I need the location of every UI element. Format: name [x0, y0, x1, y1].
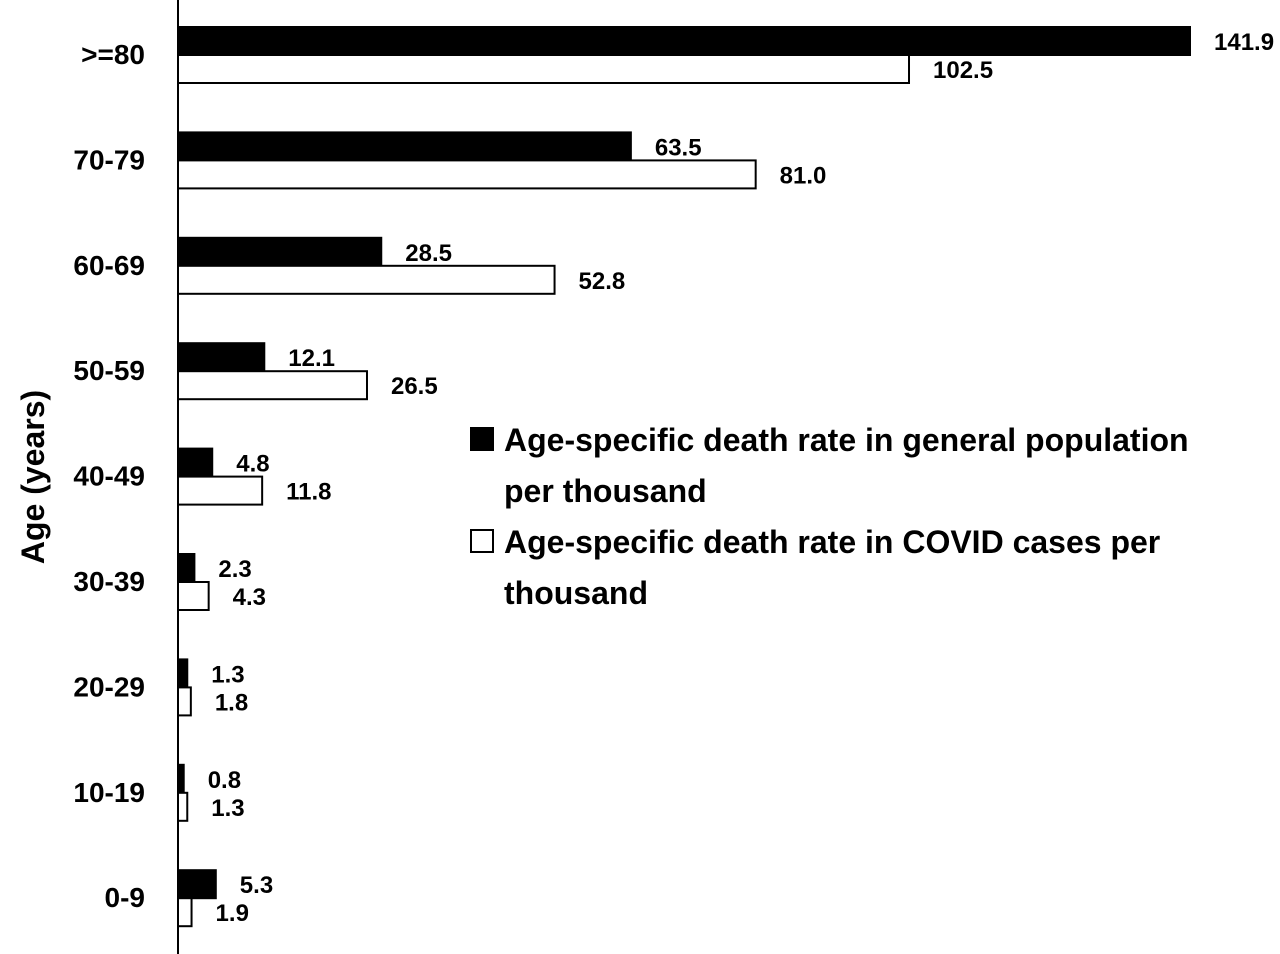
covid-bar-10-19 [177, 791, 189, 822]
value-labels: 141.9 102.5 63.5 81.0 28.5 52.8 12.1 26.5 4.8 11.… [208, 29, 1274, 927]
general-pop-value-50-59: 12.1 [288, 345, 335, 372]
covid-bar-50-59 [177, 370, 368, 401]
legend-label-general-pop-line-2: per thousand [504, 473, 707, 509]
general-pop-value-20-29: 1.3 [211, 661, 244, 688]
legend: Age-specific death rate in general popul… [470, 422, 1189, 611]
covid-bar-70-79 [177, 159, 757, 190]
covid-value-0-9: 1.9 [216, 900, 249, 927]
covid-value-50-59: 26.5 [391, 373, 438, 400]
legend-label-covid-line-1: Age-specific death rate in COVID cases p… [504, 524, 1160, 560]
covid-bar-40-49 [177, 475, 264, 506]
y-axis-label: Age (years) [15, 390, 51, 564]
general-pop-bar-60-69 [177, 236, 383, 267]
covid-bar-20-29 [177, 686, 192, 717]
covid-value-20-29: 1.8 [215, 689, 248, 716]
general-pop-value-70-79: 63.5 [655, 134, 702, 161]
general-pop-bar-70-79 [177, 131, 632, 162]
category-tick-10-19: 10-19 [73, 777, 145, 808]
covid-value-40-49: 11.8 [286, 479, 331, 506]
general-pop-bar-30-39 [177, 553, 196, 583]
general-pop-value-80: 141.9 [1214, 29, 1274, 56]
covid-value-70-79: 81.0 [780, 162, 827, 189]
covid-value-80: 102.5 [933, 57, 993, 84]
general-pop-value-10-19: 0.8 [208, 767, 241, 794]
covid-bar-30-39 [177, 581, 210, 611]
general-pop-bar-0-9 [177, 869, 217, 900]
legend-label-covid-line-2: thousand [504, 575, 648, 611]
bars-layer [177, 26, 1191, 928]
general-pop-bar-20-29 [177, 658, 189, 689]
general-pop-bar-40-49 [177, 447, 214, 478]
category-tick-40-49: 40-49 [73, 461, 145, 492]
category-ticks: >=80 70-79 60-69 50-59 40-49 30-39 20-29 10-19 0… [73, 39, 145, 913]
covid-bar-80 [177, 54, 911, 84]
category-tick-20-29: 20-29 [73, 671, 145, 702]
category-tick-30-39: 30-39 [73, 566, 145, 597]
category-tick-60-69: 60-69 [73, 250, 145, 281]
category-tick-0-9: 0-9 [105, 882, 145, 913]
legend-label-general-pop-line-1: Age-specific death rate in general popul… [504, 422, 1189, 458]
legend-swatch-covid [470, 529, 494, 553]
legend-swatch-general-pop [470, 427, 494, 451]
covid-bar-0-9 [177, 897, 193, 928]
general-pop-value-40-49: 4.8 [236, 451, 269, 478]
general-pop-value-30-39: 2.3 [218, 556, 251, 583]
category-tick-70-79: 70-79 [73, 144, 145, 175]
covid-bar-60-69 [177, 264, 556, 295]
general-pop-bar-80 [177, 26, 1191, 56]
category-tick-80: >=80 [81, 39, 145, 70]
general-pop-bar-50-59 [177, 342, 266, 373]
general-pop-value-0-9: 5.3 [240, 872, 273, 899]
category-tick-50-59: 50-59 [73, 355, 145, 386]
covid-value-10-19: 1.3 [211, 795, 244, 822]
covid-value-30-39: 4.3 [233, 584, 266, 611]
covid-value-60-69: 52.8 [579, 268, 626, 295]
general-pop-value-60-69: 28.5 [405, 240, 452, 267]
